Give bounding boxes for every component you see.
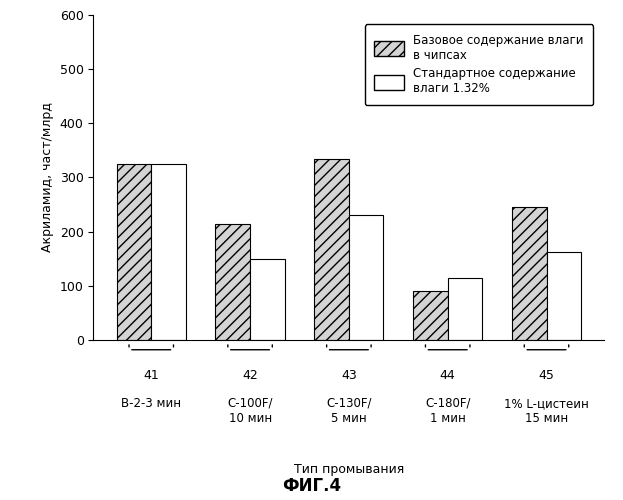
Text: С-100F/
10 мин: С-100F/ 10 мин [227, 397, 273, 425]
Text: Тип промывания: Тип промывания [294, 464, 404, 476]
Bar [349, 216, 384, 340]
Text: 41: 41 [143, 369, 159, 382]
Bar [413, 291, 448, 340]
Bar [448, 278, 482, 340]
Text: С-130F/
5 мин: С-130F/ 5 мин [326, 397, 372, 425]
Bar [314, 158, 349, 340]
Legend: Базовое содержание влаги
в чипсах, Стандартное содержание
влаги 1.32%: Базовое содержание влаги в чипсах, Станд… [365, 24, 593, 105]
Text: 42: 42 [242, 369, 258, 382]
Text: 45: 45 [538, 369, 554, 382]
Bar [117, 164, 151, 340]
Text: 1% L-цистеин
15 мин: 1% L-цистеин 15 мин [504, 397, 589, 425]
Bar [546, 252, 581, 340]
Bar [151, 164, 186, 340]
Text: В-2-3 мин: В-2-3 мин [121, 397, 181, 410]
Bar [216, 224, 250, 340]
Text: 43: 43 [341, 369, 357, 382]
Bar [250, 258, 285, 340]
Bar [512, 208, 546, 340]
Text: 44: 44 [440, 369, 455, 382]
Text: С-180F/
1 мин: С-180F/ 1 мин [425, 397, 470, 425]
Text: ФИГ.4: ФИГ.4 [282, 477, 341, 495]
Y-axis label: Акриламид, част/млрд: Акриламид, част/млрд [41, 102, 54, 253]
